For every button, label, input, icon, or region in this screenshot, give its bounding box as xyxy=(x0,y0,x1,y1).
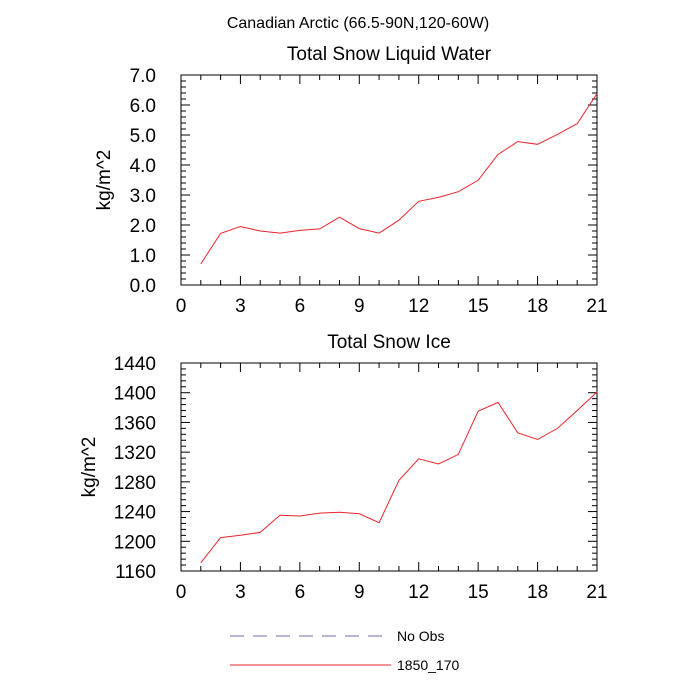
y-tick-label: 0.0 xyxy=(130,276,156,297)
x-tick-label: 6 xyxy=(295,582,306,603)
x-tick-label: 3 xyxy=(235,296,246,317)
legend-label: No Obs xyxy=(397,628,444,644)
y-tick-label: 1360 xyxy=(114,413,156,434)
x-tick-label: 21 xyxy=(586,582,607,603)
x-tick-label: 0 xyxy=(176,296,187,317)
series-line-1850_170 xyxy=(200,391,598,564)
x-tick-label: 15 xyxy=(468,582,489,603)
x-tick-label: 0 xyxy=(176,582,187,603)
x-tick-label: 15 xyxy=(468,296,489,317)
x-tick-label: 12 xyxy=(408,296,429,317)
y-tick-label: 3.0 xyxy=(130,186,156,207)
y-tick-label: 4.0 xyxy=(130,156,156,177)
y-tick-label: 6.0 xyxy=(130,96,156,117)
y-tick-label: 2.0 xyxy=(130,216,156,237)
chart-panel-1: Total Snow Liquid Water 0 3 6 9 12 15 18 21 0.0 1.… xyxy=(94,44,608,317)
y-tick-label: 1160 xyxy=(115,562,156,583)
y-tick-label: 1440 xyxy=(114,354,156,375)
x-tick-label: 9 xyxy=(354,296,365,317)
plot-frame xyxy=(180,74,598,286)
legend: No Obs 1850_170 xyxy=(230,628,460,673)
plot-frame xyxy=(180,362,598,572)
panels: Total Snow Liquid Water 0 3 6 9 12 15 18 21 0.0 1.… xyxy=(79,44,608,603)
y-tick-label: 1400 xyxy=(114,384,156,405)
y-axis-label: kg/m^2 xyxy=(94,150,115,211)
y-tick-label: 1280 xyxy=(114,473,156,494)
series-line-1850_170 xyxy=(200,93,598,265)
x-tick-label: 6 xyxy=(295,296,306,317)
x-tick-label: 12 xyxy=(408,582,429,603)
x-tick-label: 18 xyxy=(527,582,548,603)
y-tick-label: 1320 xyxy=(114,443,156,464)
chart-panel-2: Total Snow Ice 0 3 6 9 12 15 18 21 1160 1200 1240 12… xyxy=(79,332,608,603)
y-tick-label: 7.0 xyxy=(130,66,156,87)
chart-title: Total Snow Ice xyxy=(327,332,451,353)
x-tick-label: 3 xyxy=(235,582,246,603)
figure-title: Canadian Arctic (66.5-90N,120-60W) xyxy=(227,15,489,32)
y-axis-label: kg/m^2 xyxy=(79,437,100,498)
y-tick-label: 5.0 xyxy=(130,126,156,147)
y-tick-label: 1200 xyxy=(114,532,156,553)
chart-title: Total Snow Liquid Water xyxy=(287,44,492,65)
x-tick-label: 18 xyxy=(527,296,548,317)
y-tick-label: 1240 xyxy=(114,503,156,524)
x-tick-label: 9 xyxy=(354,582,365,603)
legend-label: 1850_170 xyxy=(397,657,460,673)
y-tick-label: 1.0 xyxy=(130,246,156,267)
x-tick-label: 21 xyxy=(586,296,607,317)
